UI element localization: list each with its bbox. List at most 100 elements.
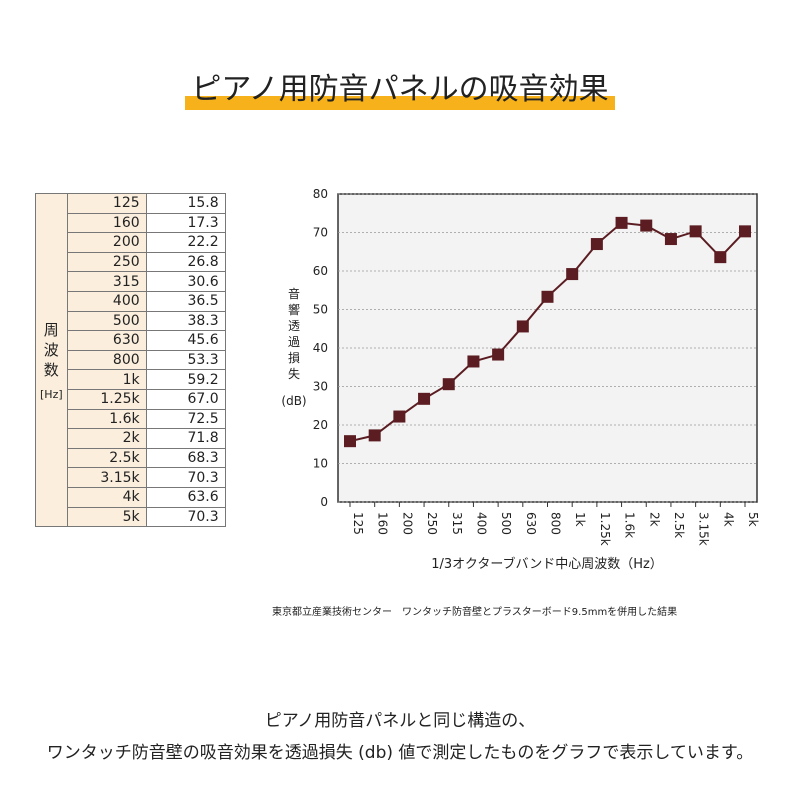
frequency-cell: 200 [66,232,147,253]
value-cell: 36.5 [145,290,226,312]
x-tick-label: 1.25k [598,512,612,546]
table-row: 315 30.6 [36,271,226,292]
x-tick-label: 500 [499,512,513,535]
frequency-cell: 500 [66,310,147,332]
x-tick-label: 315 [450,512,464,535]
data-point [566,268,579,281]
value-cell: 30.6 [145,271,226,292]
value-cell: 72.5 [145,408,226,430]
x-tick-label: 400 [474,512,488,535]
data-point [344,435,356,448]
table-row: 5k 70.3 [36,506,226,528]
frequency-cell: 1.6k [66,408,147,430]
table-row: 200 22.2 [36,232,226,253]
frequency-cell: 630 [66,330,147,351]
y-tick-label: 10 [313,457,328,471]
chart: 音響透過損失 (dB) 1/3オクターブバンド中心周波数（Hz） 0 10 20 30… [281,187,760,572]
frequency-cell: 2k [66,428,147,449]
data-point [368,429,381,442]
x-tick-label: 3.15k [697,512,711,546]
table-header: 周波数 [43,320,59,379]
frequency-cell: 5k [66,506,147,528]
value-cell: 70.3 [145,506,226,528]
x-tick-label: 200 [400,512,414,535]
y-tick-label: 50 [313,303,328,317]
table-unit: [Hz] [40,387,63,401]
y-tick-label: 80 [313,187,328,201]
value-cell: 59.2 [145,369,226,390]
value-cell: 67.0 [145,388,226,410]
table-row: 4k 63.6 [36,486,226,508]
data-point [590,238,603,251]
y-tick-label: 70 [313,226,328,240]
y-axis-label: 音響透過損失 [288,286,300,381]
value-cell: 26.8 [145,251,226,273]
value-cell: 53.3 [145,349,226,371]
frequency-cell: 250 [66,251,147,273]
table-header-cell: 周波数 [Hz] [35,192,68,528]
x-axis-label: 1/3オクターブバンド中心周波数（Hz） [431,556,663,572]
x-tick-label: 2k [647,512,661,527]
value-cell: 22.2 [145,232,226,253]
data-point [664,233,677,246]
x-tick-label: 2.5k [672,512,686,538]
table-row: 160 17.3 [36,212,226,234]
value-cell: 17.3 [145,212,226,234]
table-row: 2k 71.8 [36,428,226,449]
title: ピアノ用防音パネルの吸音効果 [191,72,609,107]
data-point [418,392,431,405]
y-axis-unit: (dB) [281,394,306,408]
data-point [739,225,751,238]
data-point [615,216,628,229]
value-cell: 45.6 [145,330,226,351]
x-tick-label: 800 [549,512,563,535]
value-cell: 38.3 [145,310,226,332]
data-point [640,219,653,232]
frequency-cell: 3.15k [66,467,147,488]
data-point [393,410,406,423]
y-tick-label: 40 [313,341,328,355]
table-row: 1k 59.2 [36,369,226,390]
x-tick-label: 4k [721,512,735,527]
caption: ピアノ用防音パネルと同じ構造の、 ワンタッチ防音壁の吸音効果を透過損失 (db)… [0,705,800,769]
source-note: 東京都立産業技術センター ワンタッチ防音壁とプラスターボード9.5mmを併用した… [272,607,678,618]
data-point [714,251,727,264]
x-tick-label: 125 [351,512,365,535]
data-point [541,290,554,303]
title-underline [185,96,615,110]
frequency-cell: 1.25k [66,388,147,410]
value-cell: 63.6 [145,486,226,508]
table-row: 1.6k 72.5 [36,408,226,430]
y-tick-label: 0 [320,495,328,509]
frequency-cell: 1k [66,369,147,390]
value-cell: 71.8 [145,428,226,449]
x-tick-label: 630 [524,512,538,535]
data-point [442,378,455,391]
frequency-cell: 400 [66,290,147,312]
value-cell: 70.3 [145,467,226,488]
table-row: 周波数 [Hz] 125 15.8 [35,192,226,528]
frequency-cell: 160 [66,212,147,234]
frequency-cell: 315 [66,271,147,292]
data-point [492,348,505,361]
x-tick-label: 1k [573,512,587,527]
table-row: 400 36.5 [36,290,226,312]
table-row: 800 53.3 [36,349,226,371]
x-tick-label: 5k [746,512,760,527]
frequency-cell: 125 [66,193,147,214]
x-tick-label: 250 [425,512,439,535]
y-tick-label: 30 [313,380,328,394]
value-cell: 68.3 [145,447,226,469]
x-tick-label: 1.6k [623,512,637,538]
y-tick-label: 60 [313,264,328,278]
y-tick-label: 20 [313,418,328,432]
frequency-cell: 800 [66,349,147,371]
frequency-cell: 4k [66,486,147,508]
data-point [689,225,702,238]
frequency-cell: 2.5k [66,447,147,469]
data-point [516,320,529,333]
x-tick-label: 160 [376,512,390,535]
frequency-table: 周波数 [Hz] 125 15.8 160 17.3 200 22.2 250 26.8 315 30… [35,192,226,528]
data-point [467,355,480,368]
